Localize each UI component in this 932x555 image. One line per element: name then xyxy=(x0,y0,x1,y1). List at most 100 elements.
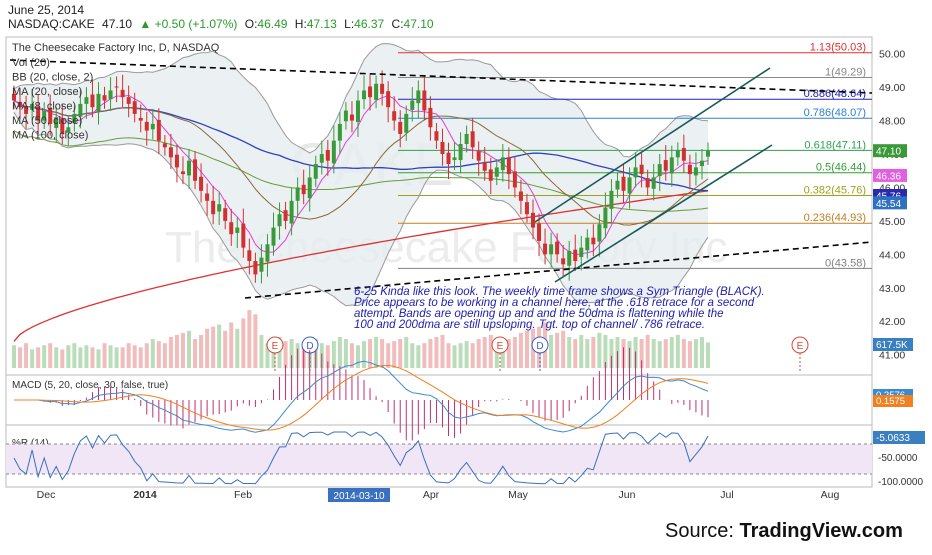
volume-bar xyxy=(84,345,89,368)
ohlc-low-value: 46.37 xyxy=(354,17,384,31)
volume-bar xyxy=(693,339,698,368)
candle-body xyxy=(506,157,511,175)
candle-body xyxy=(253,261,258,275)
candle-body xyxy=(289,200,294,224)
volume-bar xyxy=(639,339,644,368)
candle-body xyxy=(597,224,602,242)
candle-body xyxy=(633,167,638,178)
volume-bar xyxy=(150,339,155,368)
price-tick: 43.00 xyxy=(879,283,905,295)
price-tick: 45.00 xyxy=(879,216,905,228)
price-badge-text: 46.36 xyxy=(876,171,901,182)
volume-bar xyxy=(410,343,415,368)
time-tick: 2014 xyxy=(133,489,157,501)
candle-body xyxy=(180,171,185,175)
candle-body xyxy=(343,110,348,122)
annotation-line-3: attempt. Bands are opening up and and th… xyxy=(354,308,724,320)
candle-body xyxy=(265,244,270,262)
ma8-line xyxy=(13,94,709,256)
candle-body xyxy=(458,143,463,161)
ma200-line xyxy=(13,190,709,342)
candle-body xyxy=(368,86,373,98)
volume-bar xyxy=(651,339,656,368)
ohlc-low-key: L: xyxy=(344,17,354,31)
volume-bar xyxy=(144,343,149,368)
indicator-legend: Vol (20) BB (20, close, 2) MA (20, close) M… xyxy=(12,57,93,142)
fib-label: 0.786(48.07) xyxy=(804,107,866,119)
volume-bar xyxy=(180,332,185,368)
volume-bar xyxy=(524,330,529,368)
candle-body xyxy=(645,178,650,188)
volume-bar xyxy=(12,345,16,368)
candle-body xyxy=(416,90,421,104)
candle-body xyxy=(168,147,173,158)
candle-body xyxy=(138,117,143,121)
fib-label: 0.382(45.76) xyxy=(804,184,866,196)
volume-bar xyxy=(60,349,65,368)
price-badge-text: 47.10 xyxy=(876,147,901,158)
volume-bar xyxy=(398,339,403,368)
price-tick: 50.00 xyxy=(879,49,905,61)
macd-badge-2-bg xyxy=(873,395,913,407)
source-prefix: Source: xyxy=(665,520,739,542)
fib-retracement: 1.13(50.03) 1(49.29) 0.886(48.64) 0.786(48.… xyxy=(398,42,872,269)
volume-bar xyxy=(96,349,101,368)
volume-bar xyxy=(458,343,463,368)
volume-bar xyxy=(156,341,161,368)
candle-body xyxy=(627,177,632,194)
volume-bar xyxy=(30,349,35,368)
volume-bar xyxy=(494,343,499,368)
volume-bar xyxy=(199,334,204,368)
event-marker-label: D xyxy=(306,341,313,352)
candle-body xyxy=(205,193,210,201)
candle-body xyxy=(18,101,23,108)
macd-label: MACD (5, 20, close, 30, false, true) xyxy=(12,380,168,391)
volume-bar xyxy=(193,339,198,368)
candle-body xyxy=(687,164,692,175)
candle-body xyxy=(84,97,89,104)
indicator-label: MA (100, close) xyxy=(12,130,88,142)
volume-bar xyxy=(72,343,77,368)
candle-body xyxy=(603,207,608,229)
quote-line: NASDAQ:CAKE 47.10 ▲ +0.50 (+1.07%) O:46.… xyxy=(8,17,434,31)
moving-averages xyxy=(13,94,709,342)
indicator-label: BB (20, close, 2) xyxy=(12,72,93,84)
volume-bar xyxy=(422,343,427,368)
candle-body xyxy=(609,190,614,209)
change-value: +0.50 (+1.07%) xyxy=(155,17,238,31)
candle-body xyxy=(217,204,222,212)
candle-body xyxy=(537,223,542,241)
annotation-text: 6-25 Kinda like this look. The weekly ti… xyxy=(354,286,765,331)
volume-bar xyxy=(706,342,710,368)
volume-bar xyxy=(205,328,210,368)
trend-lines xyxy=(9,59,873,299)
macd-badge-1-bg xyxy=(873,389,913,400)
volume-bar xyxy=(271,339,276,368)
volume-bar xyxy=(362,341,367,368)
macd-badge-2: 0.1575 xyxy=(876,396,905,407)
fib-label: 0(43.58) xyxy=(825,257,866,269)
time-tick: Feb xyxy=(234,489,252,501)
candle-body xyxy=(36,106,41,121)
annotation-line-2: Price appears to be working in a channel… xyxy=(354,297,755,309)
rsi-badge: -5.0633 xyxy=(876,433,910,444)
volume-bar xyxy=(506,339,511,368)
candle-body xyxy=(108,90,113,100)
candle-body xyxy=(591,237,596,245)
volume-bar xyxy=(337,337,342,368)
candle-body xyxy=(126,97,131,104)
volume-bar xyxy=(579,334,584,368)
candle-body xyxy=(259,257,264,272)
macd-plot xyxy=(14,347,709,441)
volume-bar xyxy=(174,334,179,368)
candle-body xyxy=(301,184,306,195)
price-badge-bg xyxy=(873,144,907,158)
candle-body xyxy=(488,169,493,181)
candle-body xyxy=(494,167,499,177)
candle-body xyxy=(567,250,572,266)
volume-bar xyxy=(24,343,29,368)
candle-body xyxy=(657,164,662,177)
rsi-badge-bg xyxy=(873,431,925,444)
event-marker-label: E xyxy=(272,341,279,352)
